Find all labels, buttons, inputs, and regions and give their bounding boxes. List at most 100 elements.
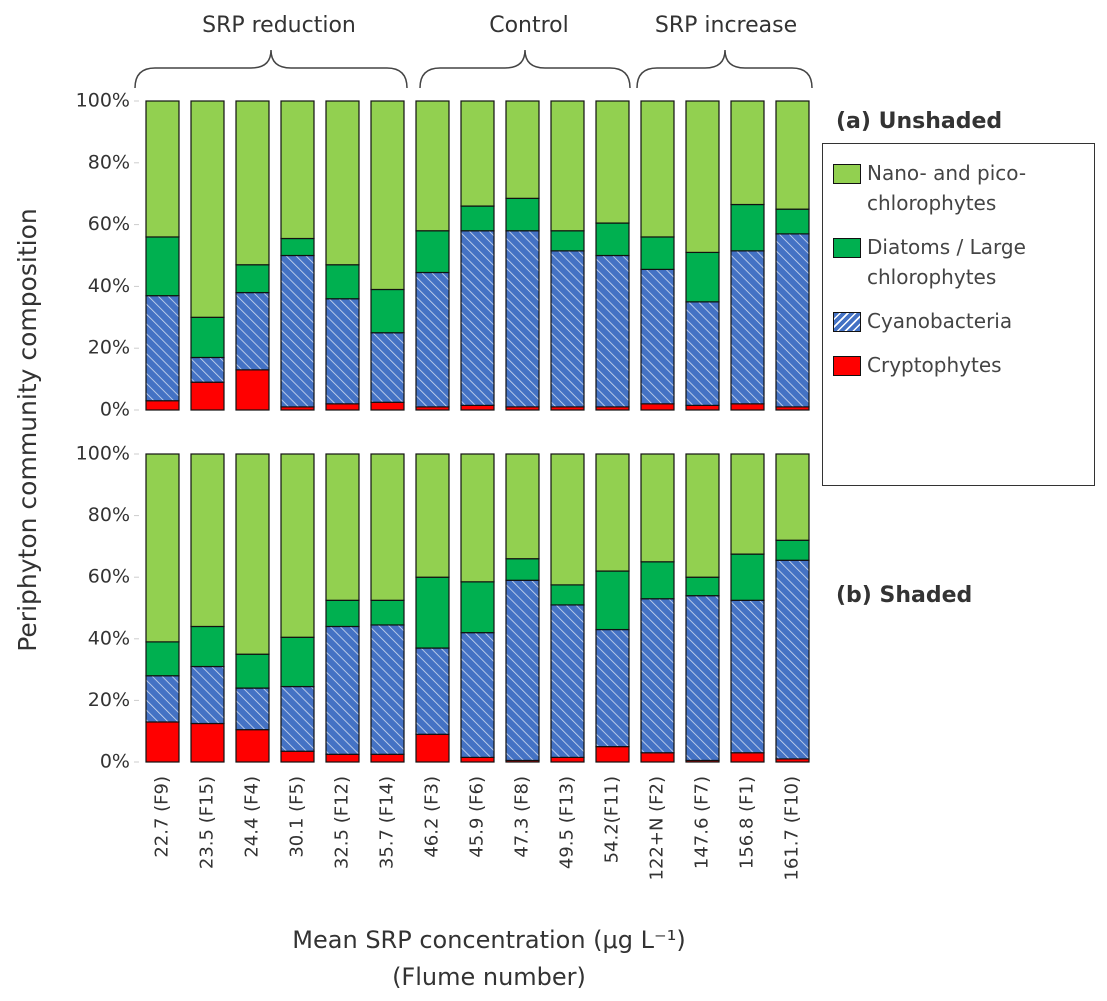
bar-segment xyxy=(145,400,180,411)
legend-swatch xyxy=(833,238,861,258)
y-tick-label: 0% xyxy=(100,751,130,773)
x-tick-label: 24.4 (F4) xyxy=(242,776,263,858)
bar-segment xyxy=(460,453,495,583)
y-tick-label: 100% xyxy=(76,443,130,465)
bar-segment xyxy=(415,453,450,578)
y-tick-label: 40% xyxy=(88,627,130,649)
bar-segment xyxy=(730,250,765,405)
panel-title: (a) Unshaded xyxy=(836,109,1002,134)
bar-segment xyxy=(550,604,585,758)
bar-segment xyxy=(415,647,450,735)
bar-segment xyxy=(550,230,585,252)
bar-segment xyxy=(460,581,495,634)
legend-label: Cryptophytes xyxy=(867,353,1002,377)
group-label: Control xyxy=(489,13,569,38)
bar-segment xyxy=(460,632,495,758)
x-tick-label: 156.8 (F1) xyxy=(737,776,758,869)
bar-segment xyxy=(280,254,315,408)
y-tick-label: 80% xyxy=(88,151,130,173)
bar-segment xyxy=(685,453,720,578)
bar-segment xyxy=(640,100,675,238)
bar-segment xyxy=(370,288,405,334)
legend-label: Nano- and pico-chlorophytes xyxy=(867,161,1027,215)
bar-segment xyxy=(730,453,765,555)
bar-segment xyxy=(325,100,360,266)
y-tick-label: 100% xyxy=(76,90,130,112)
bar-segment xyxy=(145,236,180,297)
bar-segment xyxy=(190,356,225,383)
legend-item: Diatoms / Large chlorophytes xyxy=(833,232,1084,292)
bar-segment xyxy=(415,576,450,649)
legend-label: Cyanobacteria xyxy=(867,309,1013,333)
bar-segment xyxy=(640,403,675,411)
brace xyxy=(134,49,408,89)
bar-segment xyxy=(235,291,270,371)
x-tick-label: 49.5 (F13) xyxy=(557,776,578,869)
bar-segment xyxy=(280,100,315,240)
bar-segment xyxy=(325,453,360,601)
bar-segment xyxy=(505,453,540,560)
y-axis-label: Periphyton community composition xyxy=(13,208,42,652)
bar-segment xyxy=(190,722,225,763)
y-tick-label: 20% xyxy=(88,337,130,359)
bar-segment xyxy=(145,453,180,643)
bar-segment xyxy=(280,636,315,688)
legend-item: Cryptophytes xyxy=(833,350,1084,380)
bar-segment xyxy=(640,268,675,405)
bar-segment xyxy=(235,729,270,763)
bar-segment xyxy=(595,628,630,748)
bar-segment xyxy=(505,100,540,199)
x-tick-label: 22.7 (F9) xyxy=(152,776,173,858)
y-tick-label: 40% xyxy=(88,275,130,297)
bar-segment xyxy=(235,687,270,731)
bar-segment xyxy=(370,753,405,763)
bar-segment xyxy=(595,453,630,572)
bar-segment xyxy=(640,236,675,271)
bar-segment xyxy=(325,753,360,763)
bar-segment xyxy=(595,254,630,408)
bar-segment xyxy=(415,230,450,274)
bar-segment xyxy=(730,752,765,763)
bar-segment xyxy=(280,685,315,752)
bar-segment xyxy=(370,599,405,626)
bar-segment xyxy=(190,381,225,411)
bar-segment xyxy=(190,665,225,725)
bar-segment xyxy=(145,721,180,763)
bar-segment xyxy=(685,301,720,406)
bar-segment xyxy=(415,100,450,232)
x-tick-label: 46.2 (F3) xyxy=(422,776,443,858)
legend-swatch xyxy=(833,312,861,332)
bar-segment xyxy=(415,271,450,408)
bar-segment xyxy=(370,624,405,755)
bar-segment xyxy=(775,208,810,235)
x-tick-label: 30.1 (F5) xyxy=(287,776,308,858)
bar-segment xyxy=(730,403,765,411)
bar-segment xyxy=(460,230,495,406)
bar-segment xyxy=(640,561,675,600)
bar-segment xyxy=(685,576,720,597)
bar-segment xyxy=(505,558,540,581)
bar-segment xyxy=(550,250,585,408)
bar-segment xyxy=(685,595,720,762)
bar-segment xyxy=(325,264,360,300)
bar-segment xyxy=(595,100,630,224)
bar-segment xyxy=(145,641,180,677)
bar-segment xyxy=(505,230,540,408)
x-tick-label: 147.6 (F7) xyxy=(692,776,713,869)
x-tick-label: 23.5 (F15) xyxy=(197,776,218,869)
bar-segment xyxy=(145,295,180,402)
bar-segment xyxy=(235,100,270,266)
bar-segment xyxy=(595,570,630,631)
bar-segment xyxy=(370,332,405,403)
bar-segment xyxy=(505,197,540,232)
x-tick-label: 122+N (F2) xyxy=(647,776,668,880)
legend-item: Nano- and pico-chlorophytes xyxy=(833,158,1084,218)
bar-segment xyxy=(775,233,810,408)
bar-segment xyxy=(235,453,270,655)
bar-segment xyxy=(685,100,720,254)
bar-segment xyxy=(370,453,405,601)
brace xyxy=(419,49,631,89)
legend-item: Cyanobacteria xyxy=(833,306,1084,336)
